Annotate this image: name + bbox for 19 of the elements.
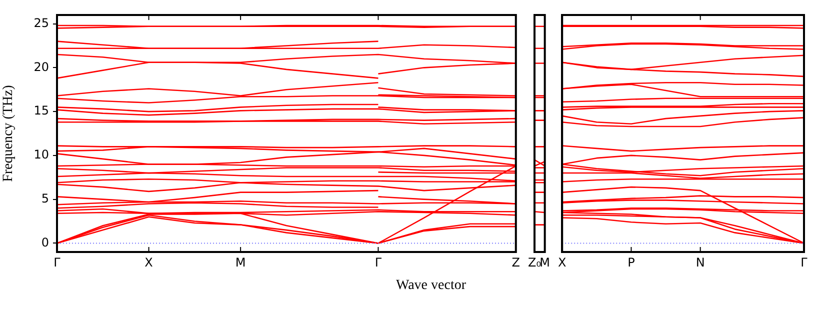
x-tick-label: Z₀ [528, 255, 542, 270]
y-tick-label: 25 [34, 16, 49, 30]
y-tick-label: 0 [41, 235, 49, 250]
x-tick-label: Γ [374, 255, 382, 270]
x-tick-label: X [144, 255, 153, 270]
x-tick-label: N [696, 255, 705, 270]
x-tick-label: M [540, 255, 550, 270]
x-axis-title: Wave vector [396, 278, 466, 294]
y-tick-label: 15 [34, 104, 49, 118]
x-tick-label: P [628, 255, 635, 270]
y-axis-title: Frequency (THz) [1, 84, 16, 182]
x-tick-label: Γ [800, 255, 808, 270]
y-tick-label: 5 [41, 191, 49, 206]
y-tick-label: 20 [34, 60, 49, 74]
x-tick-label: Z [512, 255, 520, 270]
x-tick-label: X [558, 255, 566, 270]
y-tick-label: 10 [34, 148, 49, 162]
x-tick-label: M [235, 255, 246, 270]
x-tick-label: Γ [54, 255, 61, 270]
